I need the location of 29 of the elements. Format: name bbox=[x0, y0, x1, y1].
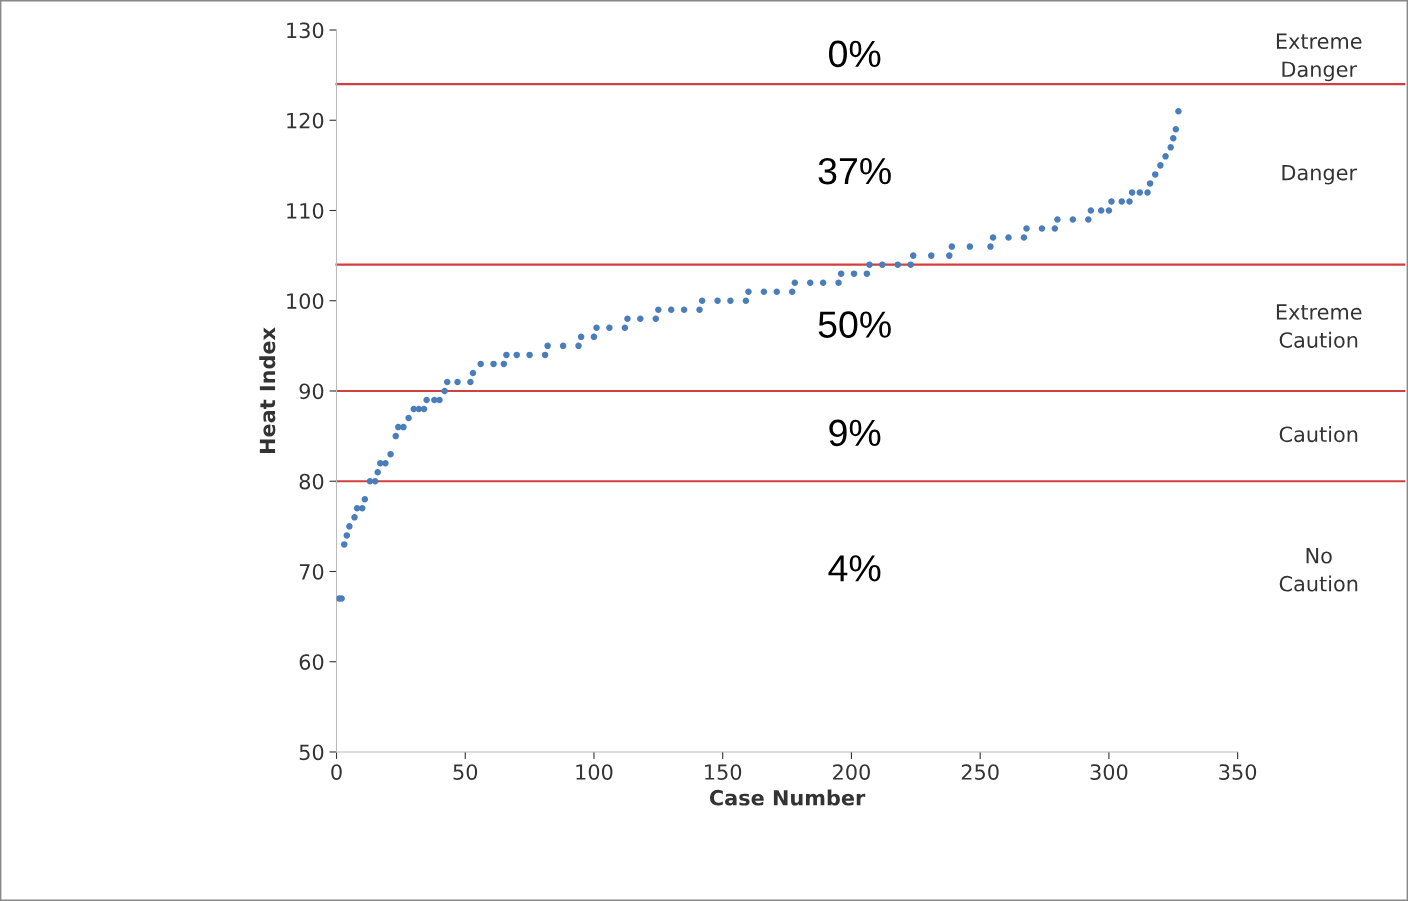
y-tick-label: 50 bbox=[299, 744, 324, 761]
x-tick-label: 50 bbox=[453, 764, 478, 780]
x-tick-label: 0 bbox=[331, 764, 342, 780]
text: Danger bbox=[1282, 164, 1358, 185]
annotation: 50% bbox=[818, 311, 891, 338]
annotation: 4% bbox=[828, 555, 881, 582]
annotation: 37% bbox=[818, 157, 891, 185]
y-tick-label: 60 bbox=[299, 654, 324, 670]
y-axis-title: Heat Index bbox=[259, 327, 276, 454]
y-tick-label: 120 bbox=[287, 112, 324, 129]
y-tick-label: 130 bbox=[287, 22, 324, 39]
y-tick-label: 100 bbox=[287, 293, 324, 309]
y-tick-label: 70 bbox=[299, 563, 324, 580]
text: Extreme Caution bbox=[1276, 304, 1362, 348]
text: No Caution bbox=[1279, 548, 1358, 592]
y-tick-label: 90 bbox=[299, 383, 324, 400]
annotation: 0% bbox=[829, 40, 881, 68]
text: Caution bbox=[1279, 426, 1358, 443]
y-tick-label: 80 bbox=[299, 473, 324, 490]
x-tick-label: 300 bbox=[1090, 764, 1128, 780]
x-tick-label: 350 bbox=[1219, 764, 1257, 780]
x-tick-label: 200 bbox=[833, 764, 870, 780]
x-tick-label: 250 bbox=[961, 764, 999, 780]
annotation: 9% bbox=[829, 419, 881, 447]
x-tick-label: 100 bbox=[576, 764, 613, 780]
x-axis-title: Case Number bbox=[709, 789, 866, 806]
x-tick-label: 150 bbox=[705, 764, 742, 780]
text: Extreme Danger bbox=[1276, 33, 1362, 82]
y-tick-label: 110 bbox=[287, 202, 324, 219]
